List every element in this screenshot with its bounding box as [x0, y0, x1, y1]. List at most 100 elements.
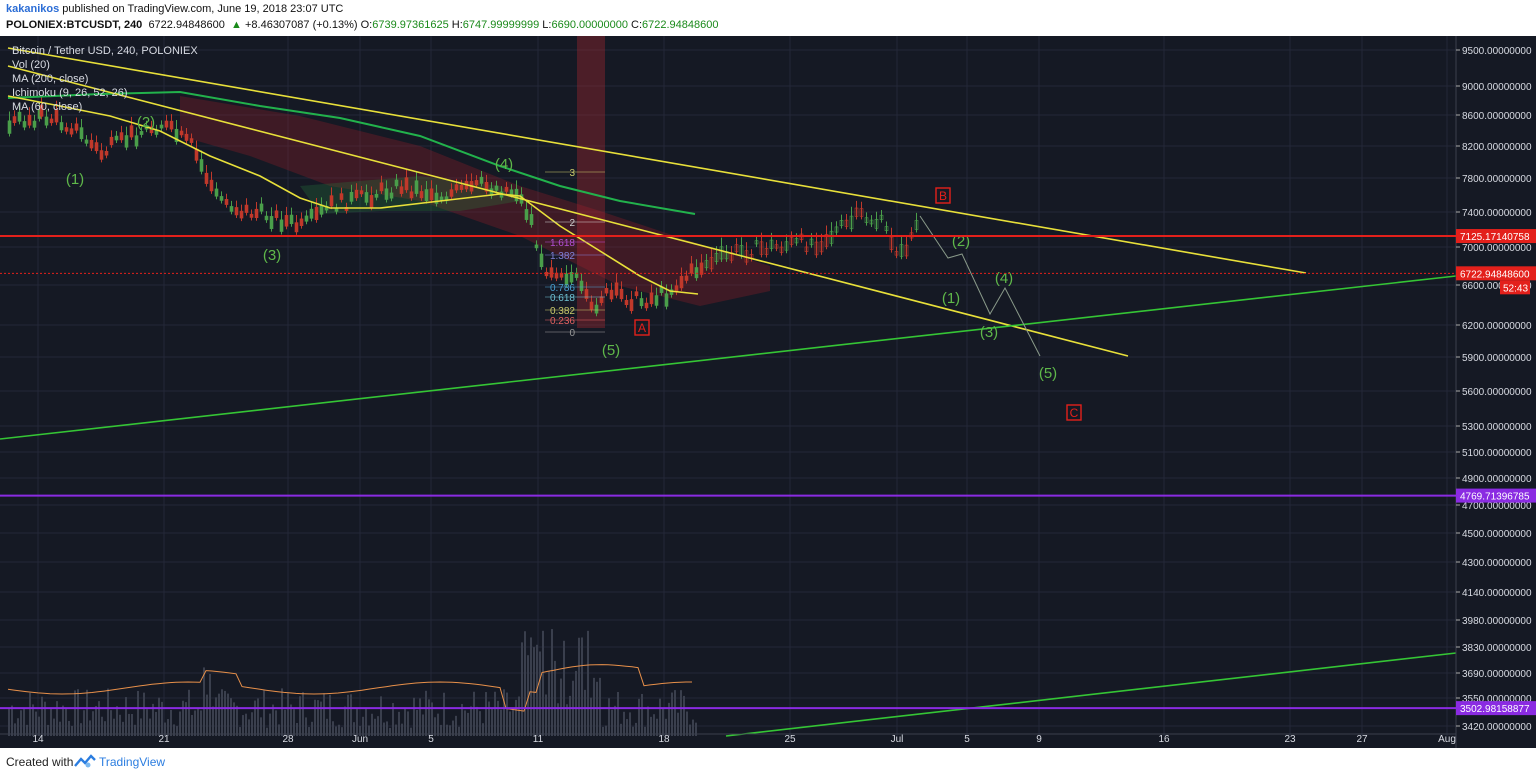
- wave-label: (4): [495, 156, 513, 173]
- volume-bar: [497, 700, 499, 736]
- author-link[interactable]: kakanikos: [6, 3, 60, 15]
- candle-body: [414, 180, 419, 194]
- volume-bar: [50, 708, 52, 736]
- volume-bar: [215, 697, 217, 736]
- candle-body: [594, 304, 599, 314]
- time-tick-label: 16: [1158, 734, 1170, 745]
- volume-bar: [587, 630, 589, 736]
- candle-body: [22, 121, 27, 128]
- candle-body: [819, 241, 824, 253]
- candle-body: [369, 195, 374, 208]
- volume-bar: [326, 718, 328, 736]
- wave-label: (5): [1039, 365, 1057, 382]
- price-marker-label: 7125.17140758: [1460, 232, 1530, 243]
- candle-body: [279, 219, 284, 232]
- price-tick-label: 5600.00000000: [1462, 387, 1532, 398]
- volume-bar: [305, 717, 307, 736]
- volume-bar: [521, 642, 523, 736]
- candle-body: [129, 125, 134, 138]
- time-tick-label: 14: [32, 734, 44, 745]
- volume-bar: [566, 704, 568, 736]
- price-marker-box: [1456, 266, 1536, 281]
- volume-bar: [173, 724, 175, 736]
- high-label: H:: [451, 19, 463, 31]
- candle-body: [209, 179, 214, 192]
- volume-bar: [278, 724, 280, 736]
- volume-bar: [506, 692, 508, 736]
- tradingview-link[interactable]: TradingView: [99, 755, 166, 769]
- volume-bar: [608, 698, 610, 736]
- volume-bar: [290, 704, 292, 736]
- volume-bar: [569, 695, 571, 736]
- volume-bar: [314, 699, 316, 736]
- volume-bar: [653, 714, 655, 736]
- volume-bar: [641, 693, 643, 736]
- volume-bar: [110, 710, 112, 736]
- volume-bar: [260, 717, 262, 736]
- volume-bar: [443, 692, 445, 736]
- volume-bar: [329, 694, 331, 736]
- volume-bar: [113, 718, 115, 736]
- volume-bar: [341, 727, 343, 736]
- candle-body: [639, 298, 644, 307]
- volume-bar: [554, 660, 556, 736]
- candle-body: [249, 213, 254, 218]
- candle-body: [714, 252, 719, 262]
- volume-bar: [89, 720, 91, 736]
- chart-area[interactable]: 3 2 1.618 1.382 0.786 0.618 0.382 0.236 0 (1) (2)…: [0, 36, 1536, 748]
- candle-body: [159, 124, 164, 129]
- volume-bar: [530, 637, 532, 736]
- price-tick-label: 4700.00000000: [1462, 501, 1532, 512]
- volume-bar: [320, 701, 322, 736]
- wave-label: A: [638, 321, 646, 335]
- volume-bar: [86, 689, 88, 736]
- volume-bar: [77, 689, 79, 736]
- volume-bar: [20, 710, 22, 736]
- time-tick-label: 25: [784, 734, 796, 745]
- time-tick-label: 5: [964, 734, 970, 745]
- volume-bar: [146, 709, 148, 736]
- candle-body: [789, 237, 794, 245]
- close-value: 6722.94848600: [642, 19, 719, 31]
- volume-bar: [107, 688, 109, 736]
- candle-body: [614, 282, 619, 296]
- volume-bar: [59, 721, 61, 736]
- price-tick-label: 6600.00000000: [1462, 281, 1532, 292]
- candle-body: [854, 207, 859, 217]
- volume-bar: [416, 709, 418, 736]
- candle-body: [259, 203, 264, 212]
- volume-bar: [692, 719, 694, 736]
- volume-bar: [32, 704, 34, 736]
- volume-bar: [527, 655, 529, 736]
- volume-bars: [7, 629, 697, 736]
- candle-body: [7, 120, 12, 134]
- volume-bar: [128, 713, 130, 736]
- wave-label: (1): [942, 290, 960, 307]
- candle-body: [169, 120, 174, 130]
- volume-bar: [551, 629, 553, 736]
- price-marker-box: [1456, 701, 1536, 716]
- candle-body: [529, 214, 534, 225]
- volume-bar: [401, 723, 403, 736]
- volume-bar: [206, 694, 208, 736]
- candle-body: [874, 218, 879, 229]
- tradingview-logo-icon[interactable]: [74, 753, 96, 772]
- volume-bar: [68, 720, 70, 736]
- candle-body: [89, 139, 94, 149]
- volume-bar: [338, 724, 340, 736]
- price-tick-label: 8200.00000000: [1462, 142, 1532, 153]
- volume-bar: [227, 693, 229, 736]
- candle-body: [684, 275, 689, 281]
- volume-bar: [539, 651, 541, 736]
- volume-bar: [233, 702, 235, 736]
- volume-bar: [200, 710, 202, 736]
- volume-bar: [575, 670, 577, 736]
- volume-bar: [611, 709, 613, 736]
- trendline-yellow-lower: [7, 65, 1129, 357]
- volume-bar: [356, 708, 358, 736]
- open-label: O:: [360, 19, 373, 31]
- candle-body: [759, 241, 764, 255]
- volume-bar: [563, 640, 565, 736]
- candle-body: [164, 120, 169, 128]
